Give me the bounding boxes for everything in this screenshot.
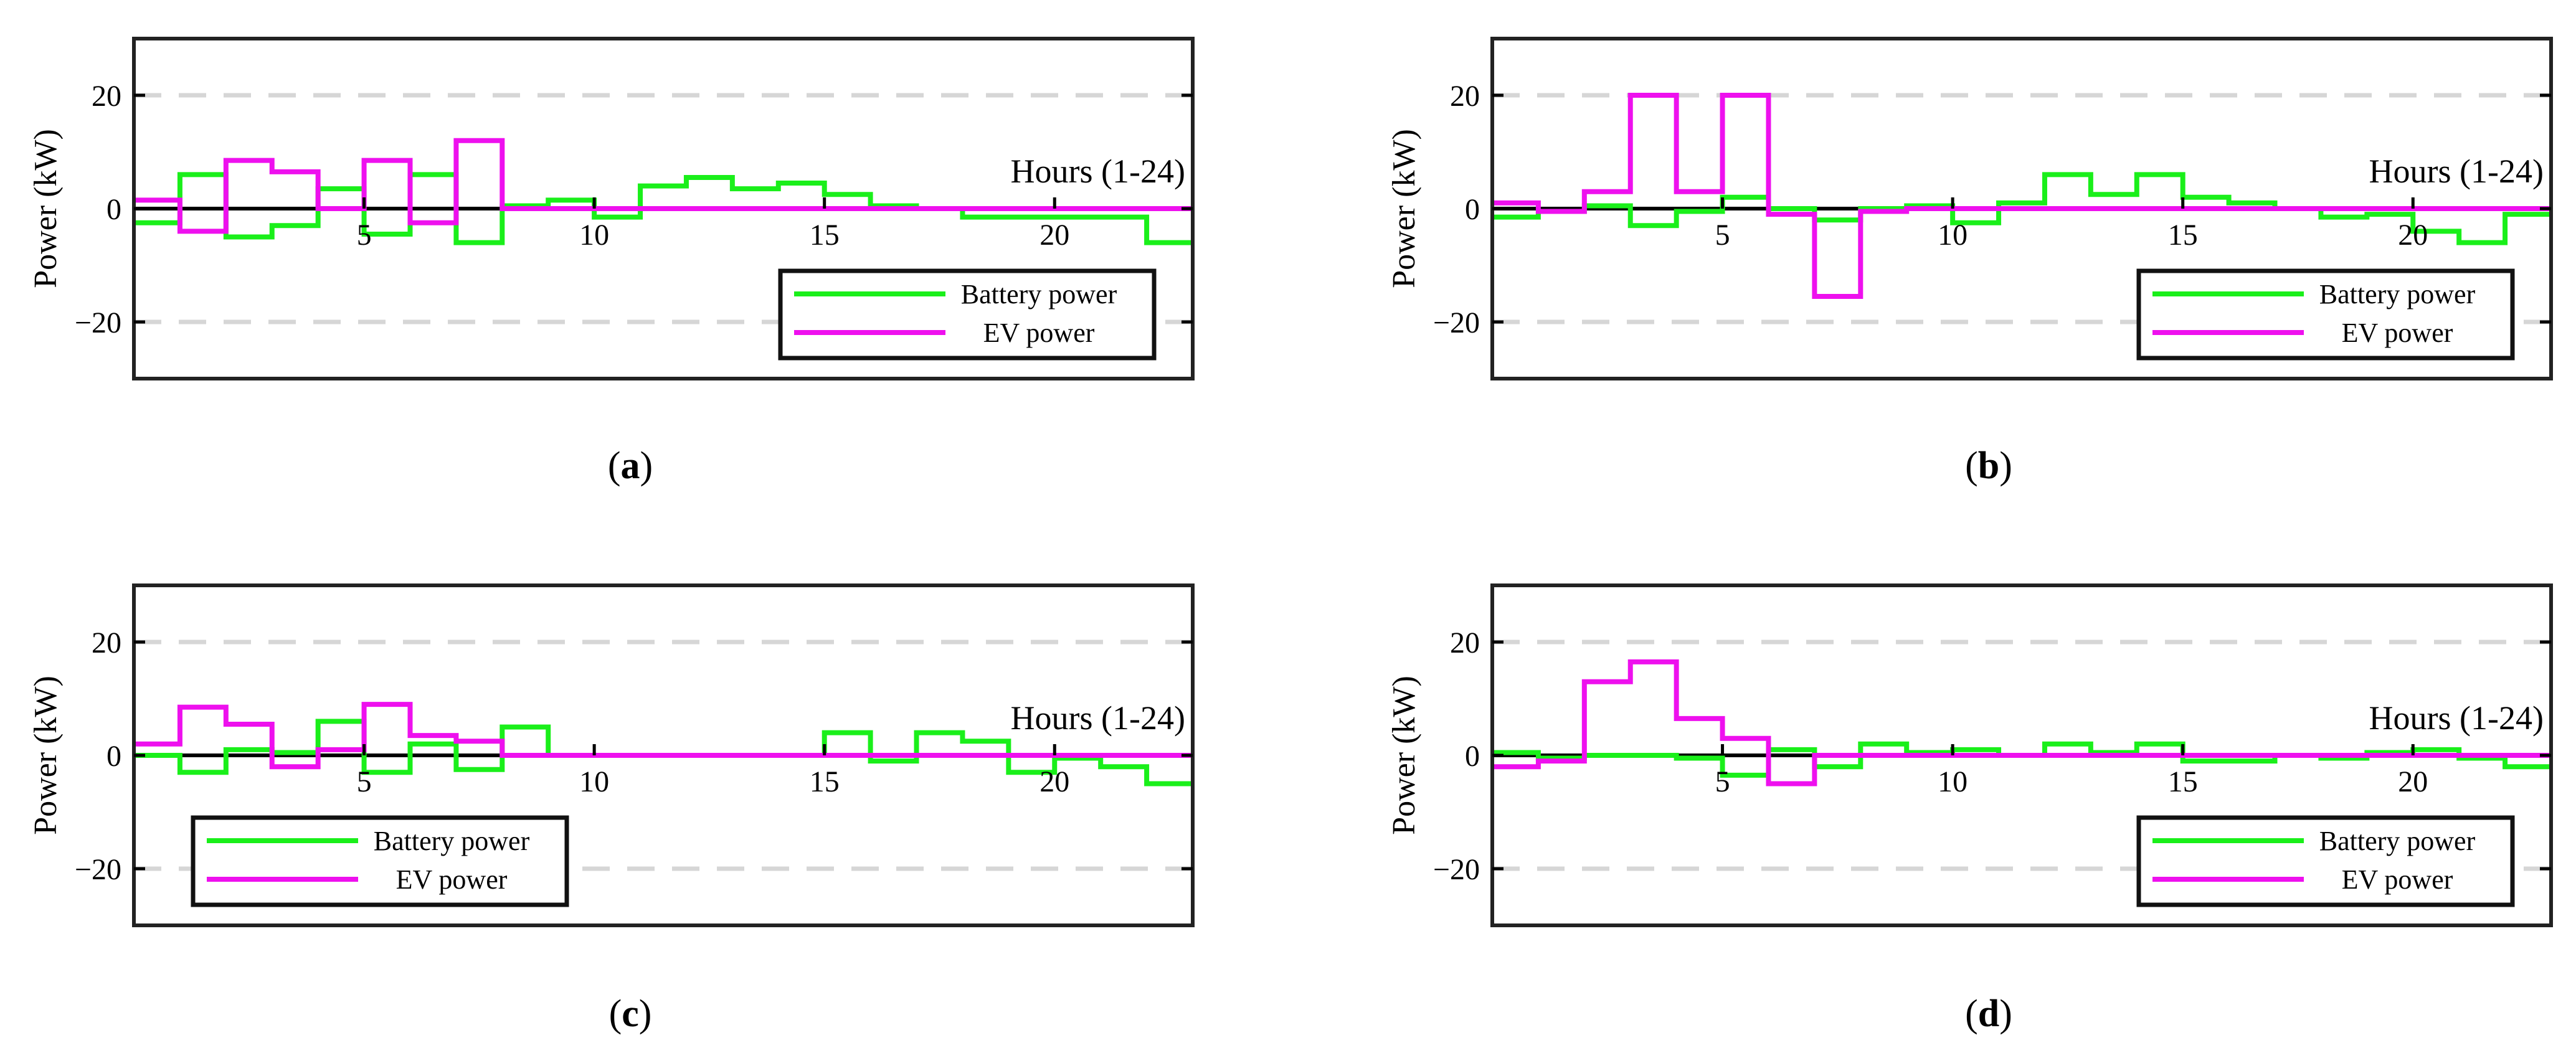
panel-caption: (d) xyxy=(1965,993,2012,1035)
y-tick-label: 20 xyxy=(92,80,121,113)
legend-label: EV power xyxy=(2342,318,2453,348)
x-axis-label: Hours (1-24) xyxy=(2369,699,2544,737)
series-line-ev xyxy=(1492,659,2551,786)
x-tick-label: 15 xyxy=(2168,765,2198,798)
y-tick-label: 20 xyxy=(1450,80,1480,113)
legend: Battery power EV power xyxy=(2136,268,2515,361)
panel-caption-letter: d xyxy=(1978,993,1999,1035)
chart-panel-b: 5 10 15 20 −20 0 20 Power (kW) Hours (1-24) Batte… xyxy=(1386,37,2553,487)
y-axis-label: Power (kW) xyxy=(1386,676,1422,835)
y-tick-label: −20 xyxy=(75,306,121,339)
panel-caption: (a) xyxy=(608,445,653,487)
legend-box xyxy=(778,268,1157,361)
x-tick-label: 5 xyxy=(1715,765,1730,798)
y-tick-label: 20 xyxy=(92,626,121,659)
x-tick-label: 10 xyxy=(579,219,609,252)
x-tick-label: 20 xyxy=(1039,765,1069,798)
panel-caption: (b) xyxy=(1965,445,2012,487)
series-line-battery xyxy=(1492,741,2551,778)
x-axis-label: Hours (1-24) xyxy=(1011,153,1185,190)
y-axis-label: Power (kW) xyxy=(28,676,64,835)
legend-label: Battery power xyxy=(961,279,1117,309)
y-axis-label: Power (kW) xyxy=(28,129,64,288)
x-tick-label: 5 xyxy=(1715,219,1730,252)
x-tick-label: 10 xyxy=(1938,765,1968,798)
x-tick-label: 5 xyxy=(357,219,372,252)
legend-label: Battery power xyxy=(374,826,530,856)
legend-label: EV power xyxy=(983,318,1095,348)
legend-label: EV power xyxy=(396,864,508,895)
legend-label: Battery power xyxy=(2319,826,2476,856)
series-line-battery xyxy=(1492,172,2551,245)
x-tick-label: 20 xyxy=(2398,219,2428,252)
x-tick-label: 15 xyxy=(810,219,840,252)
series-line-ev xyxy=(1492,93,2551,300)
y-tick-label: −20 xyxy=(75,853,121,886)
series-line-ev xyxy=(134,138,1193,234)
y-tick-label: 0 xyxy=(1465,740,1480,773)
series-line-ev xyxy=(134,702,1193,770)
legend-box xyxy=(191,815,569,907)
x-tick-label: 15 xyxy=(2168,219,2198,252)
legend-label: EV power xyxy=(2342,864,2453,895)
x-axis-label: Hours (1-24) xyxy=(2369,153,2544,190)
y-tick-label: 0 xyxy=(107,193,121,226)
y-tick-label: −20 xyxy=(1433,306,1480,339)
x-tick-label: 5 xyxy=(357,765,372,798)
chart-panel-a: 5 10 15 20 −20 0 20 Power (kW) Hours (1-24) Batte… xyxy=(28,37,1195,487)
y-axis-label: Power (kW) xyxy=(1386,129,1422,288)
x-tick-label: 15 xyxy=(810,765,840,798)
legend-label: Battery power xyxy=(2319,279,2476,309)
chart-panel-d: 5 10 15 20 −20 0 20 Power (kW) Hours (1-24) Batte… xyxy=(1386,583,2553,1035)
panel-caption-letter: a xyxy=(621,445,640,487)
panel-caption: (c) xyxy=(609,993,652,1035)
y-tick-label: 0 xyxy=(107,740,121,773)
y-tick-label: −20 xyxy=(1433,853,1480,886)
panel-caption-letter: c xyxy=(622,993,639,1035)
x-tick-label: 20 xyxy=(2398,765,2428,798)
legend: Battery power EV power xyxy=(2136,815,2515,907)
x-axis-label: Hours (1-24) xyxy=(1011,699,1185,737)
x-tick-label: 10 xyxy=(579,765,609,798)
y-tick-label: 0 xyxy=(1465,193,1480,226)
x-tick-label: 10 xyxy=(1938,219,1968,252)
legend: Battery power EV power xyxy=(778,268,1157,361)
legend-box xyxy=(2136,268,2515,361)
chart-panel-c: 5 10 15 20 −20 0 20 Power (kW) Hours (1-24) Batte… xyxy=(28,583,1195,1035)
y-tick-label: 20 xyxy=(1450,626,1480,659)
legend-box xyxy=(2136,815,2515,907)
x-tick-label: 20 xyxy=(1039,219,1069,252)
panel-caption-letter: b xyxy=(1978,445,1999,487)
legend: Battery power EV power xyxy=(191,815,569,907)
